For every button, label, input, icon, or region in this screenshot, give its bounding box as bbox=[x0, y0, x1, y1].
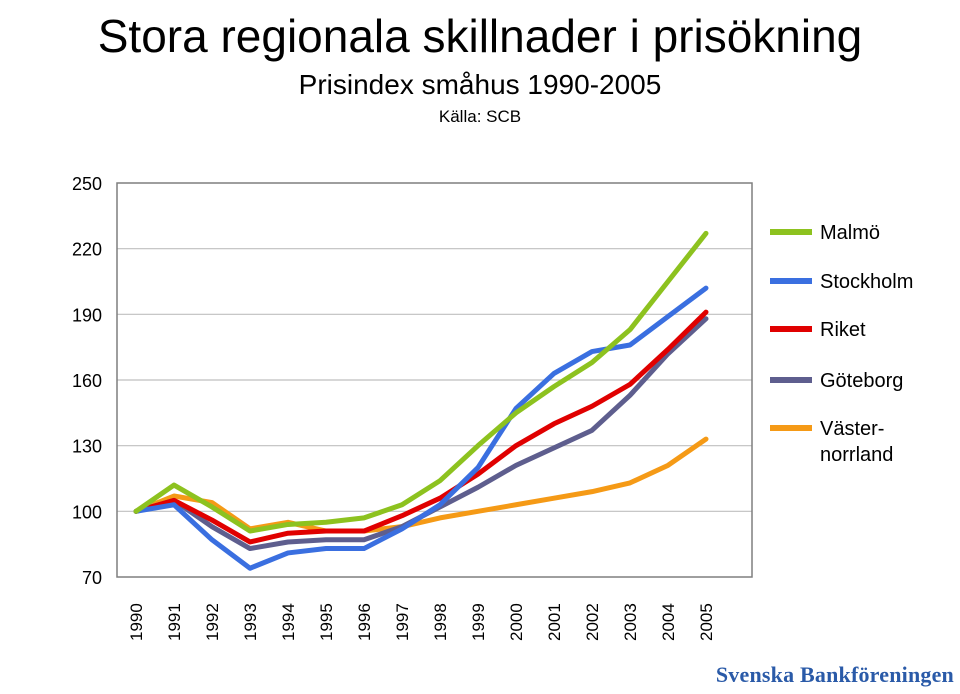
x-tick-label: 1991 bbox=[165, 603, 184, 641]
legend-label: Väster-norrland bbox=[820, 418, 893, 466]
y-tick-label: 220 bbox=[72, 240, 102, 260]
chart-source: Källa: SCB bbox=[438, 107, 522, 126]
x-tick-label: 1994 bbox=[279, 603, 298, 641]
y-tick-label: 160 bbox=[72, 371, 102, 391]
chart-title: Stora regionala skillnader i prisökning bbox=[97, 10, 863, 62]
series-line-5 bbox=[133, 436, 709, 534]
x-tick-label: 1992 bbox=[203, 603, 222, 641]
y-tick-label: 250 bbox=[72, 174, 102, 194]
legend-label: Stockholm bbox=[820, 271, 913, 293]
y-tick-label: 70 bbox=[82, 568, 102, 588]
plot-area bbox=[116, 182, 753, 578]
series-line-3 bbox=[133, 309, 709, 545]
x-tick-label: 1998 bbox=[431, 603, 450, 641]
x-tick-label: 2002 bbox=[583, 603, 602, 641]
legend-label: Riket bbox=[820, 319, 866, 341]
x-tick-label: 1993 bbox=[241, 603, 260, 641]
x-tick-label: 2000 bbox=[507, 603, 526, 641]
y-tick-label: 190 bbox=[72, 305, 102, 325]
x-tick-label: 1997 bbox=[393, 603, 412, 641]
legend: Malmö Stockholm Riket Göteborg Väster-norrla… bbox=[770, 222, 913, 466]
chart-subtitle: Prisindex småhus 1990-2005 bbox=[298, 69, 662, 100]
series-lines bbox=[133, 230, 709, 571]
x-tick-label: 1990 bbox=[127, 603, 146, 641]
brand-logo: Svenska Bankföreningen bbox=[715, 662, 954, 687]
x-tick-label: 1995 bbox=[317, 603, 336, 641]
y-tick-label: 130 bbox=[72, 437, 102, 457]
x-tick-label: 2001 bbox=[545, 603, 564, 641]
x-tick-label: 2003 bbox=[621, 603, 640, 641]
x-tick-label: 2005 bbox=[697, 603, 716, 641]
y-tick-label: 100 bbox=[72, 502, 102, 522]
legend-label: Malmö bbox=[820, 222, 880, 244]
x-tick-label: 2004 bbox=[659, 603, 678, 641]
series-line-1 bbox=[133, 230, 709, 534]
x-tick-label: 1999 bbox=[469, 603, 488, 641]
y-axis: 250 220 190 160 130 100 70 bbox=[72, 174, 102, 588]
x-axis: 1990 1991 1992 1993 1994 1995 1996 1997 1998 1999… bbox=[127, 603, 716, 641]
x-tick-label: 1996 bbox=[355, 603, 374, 641]
legend-label: Göteborg bbox=[820, 370, 903, 392]
